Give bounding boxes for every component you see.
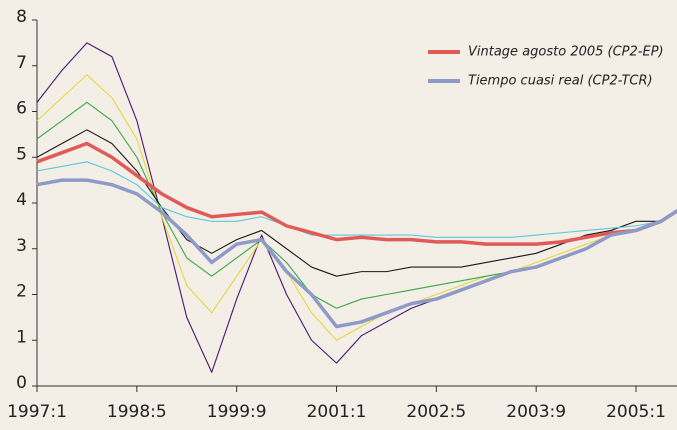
x-tick-label: 1999:9 (207, 402, 267, 422)
x-tick-label: 2002:5 (406, 402, 466, 422)
y-tick-label: 4 (16, 190, 27, 210)
x-tick-label: 2005:1 (606, 402, 666, 422)
x-tick-label: 1998:5 (107, 402, 167, 422)
y-tick-label: 5 (16, 144, 27, 164)
series-line (36, 141, 677, 246)
y-tick-label: 7 (16, 53, 27, 73)
y-tick-label: 0 (16, 373, 27, 393)
y-tick-label: 6 (16, 99, 27, 119)
series-line (36, 178, 677, 329)
series-line (36, 161, 677, 238)
y-tick-label: 3 (16, 236, 27, 256)
x-tick-label: 2003:9 (506, 402, 566, 422)
x-tick-label: 2001:1 (307, 402, 367, 422)
y-tick-label: 8 (16, 7, 27, 27)
y-tick-label: 2 (16, 282, 27, 302)
legend-label: Vintage agosto 2005 (CP2-EP) (468, 45, 664, 60)
legend-label: Tiempo cuasi real (CP2-TCR) (468, 74, 653, 89)
series-line (36, 74, 677, 341)
x-tick-label: 1997:1 (7, 402, 67, 422)
y-tick-label: 1 (16, 327, 27, 347)
